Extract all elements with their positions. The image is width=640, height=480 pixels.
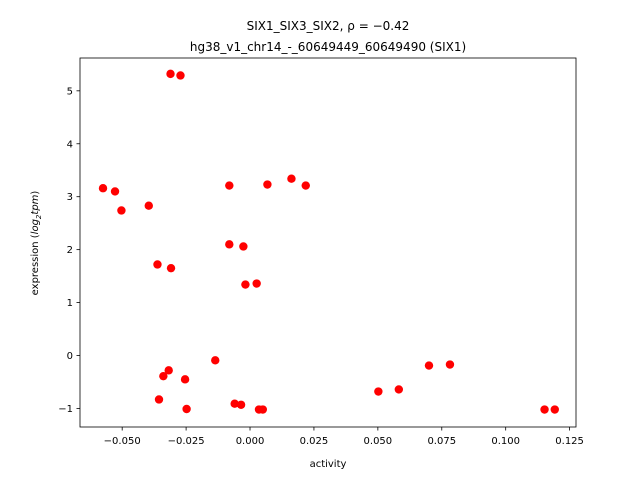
x-tick-label: 0.125	[555, 436, 584, 447]
data-point	[225, 181, 234, 190]
plot-frame	[79, 57, 577, 428]
x-axis-ticks: −0.050 −0.025 0.000 0.025 0.050 0.075 0.100 0.1…	[104, 427, 584, 447]
data-point	[230, 399, 239, 408]
chart-title-line1: SIX1_SIX3_SIX2, ρ = −0.42	[247, 19, 410, 33]
y-tick-label: 2	[67, 245, 73, 256]
data-point	[159, 371, 168, 381]
data-points	[98, 69, 559, 414]
data-point	[154, 395, 164, 404]
data-point	[182, 404, 191, 414]
y-axis-label: expression (log2tpm)	[30, 191, 43, 296]
data-point	[176, 71, 185, 80]
y-tick-label: 5	[67, 86, 73, 97]
x-tick-label: 0.025	[300, 436, 329, 447]
y-tick-label: −1	[58, 404, 73, 415]
data-point	[445, 360, 455, 369]
data-point	[110, 187, 120, 196]
x-tick-label: 0.050	[364, 436, 393, 447]
data-point	[98, 184, 108, 193]
data-point	[540, 405, 549, 414]
y-label-subscript: 2	[35, 214, 43, 219]
x-tick-label: −0.050	[104, 436, 141, 447]
data-point	[153, 260, 162, 269]
data-point	[287, 174, 296, 183]
data-point	[211, 356, 220, 365]
y-tick-label: 1	[67, 298, 73, 309]
x-tick-label: 0.000	[236, 436, 265, 447]
y-label-tpm: tpm	[30, 194, 41, 214]
data-point	[252, 279, 261, 288]
data-point	[424, 361, 434, 370]
data-point	[117, 206, 126, 215]
data-point	[394, 385, 404, 394]
data-point	[550, 405, 559, 414]
plot-area	[80, 58, 576, 427]
y-label-suffix: )	[30, 191, 41, 195]
x-tick-label: 0.075	[427, 436, 456, 447]
y-tick-label: 3	[67, 192, 73, 203]
y-label-log: log	[30, 219, 41, 234]
data-point	[374, 387, 383, 396]
data-point	[258, 405, 268, 414]
data-point	[225, 240, 234, 249]
data-point	[301, 181, 310, 190]
data-point	[166, 263, 176, 273]
x-tick-label: 0.100	[491, 436, 520, 447]
data-point	[180, 375, 190, 384]
y-tick-label: 4	[67, 139, 73, 150]
data-point	[263, 180, 272, 189]
chart-title-line2: hg38_v1_chr14_-_60649449_60649490 (SIX1)	[190, 40, 466, 54]
data-point	[239, 242, 248, 251]
y-tick-label: 0	[67, 351, 73, 362]
y-axis-ticks: −1 0 1 2 3 4 5	[58, 86, 80, 415]
data-point	[241, 280, 250, 289]
data-point	[166, 69, 175, 79]
data-point	[164, 366, 173, 375]
data-point	[144, 201, 153, 210]
y-label-prefix: expression (	[30, 234, 41, 295]
x-axis-label: activity	[310, 459, 347, 470]
data-point	[236, 400, 246, 409]
x-tick-label: −0.025	[168, 436, 205, 447]
